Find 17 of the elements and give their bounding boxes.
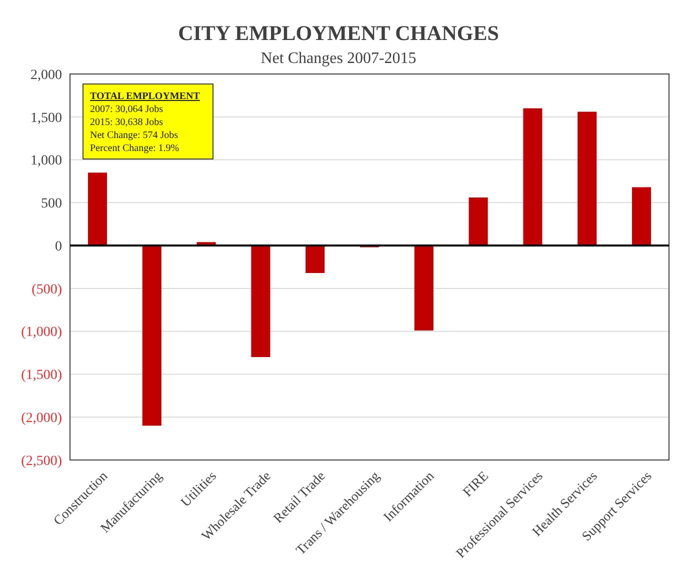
annotation: 2007: 30,064 Jobs — [90, 104, 164, 115]
annotation: Percent Change: 1.9% — [90, 143, 180, 154]
chart-subtitle: Net Changes 2007-2015 — [260, 50, 416, 67]
y-tick-label: (500) — [32, 282, 62, 298]
y-tick-label: 2,000 — [30, 68, 62, 83]
y-tick-label: (2,500) — [21, 454, 62, 469]
chart-title: CITY EMPLOYMENT CHANGES — [178, 21, 499, 45]
annotation: TOTAL EMPLOYMENT — [90, 91, 200, 102]
annotation: Net Change: 574 Jobs — [90, 130, 178, 141]
annotation: 2015: 30,638 Jobs — [90, 117, 164, 128]
y-tick-label: 1,500 — [30, 110, 62, 126]
y-tick-label: (1,000) — [21, 325, 62, 340]
y-tick-label: 500 — [41, 196, 62, 212]
y-tick-label: (1,500) — [21, 368, 62, 384]
y-tick-label: (2,000) — [21, 411, 62, 426]
y-tick-label: 1,000 — [30, 154, 62, 169]
y-tick-label: 0 — [55, 239, 62, 254]
